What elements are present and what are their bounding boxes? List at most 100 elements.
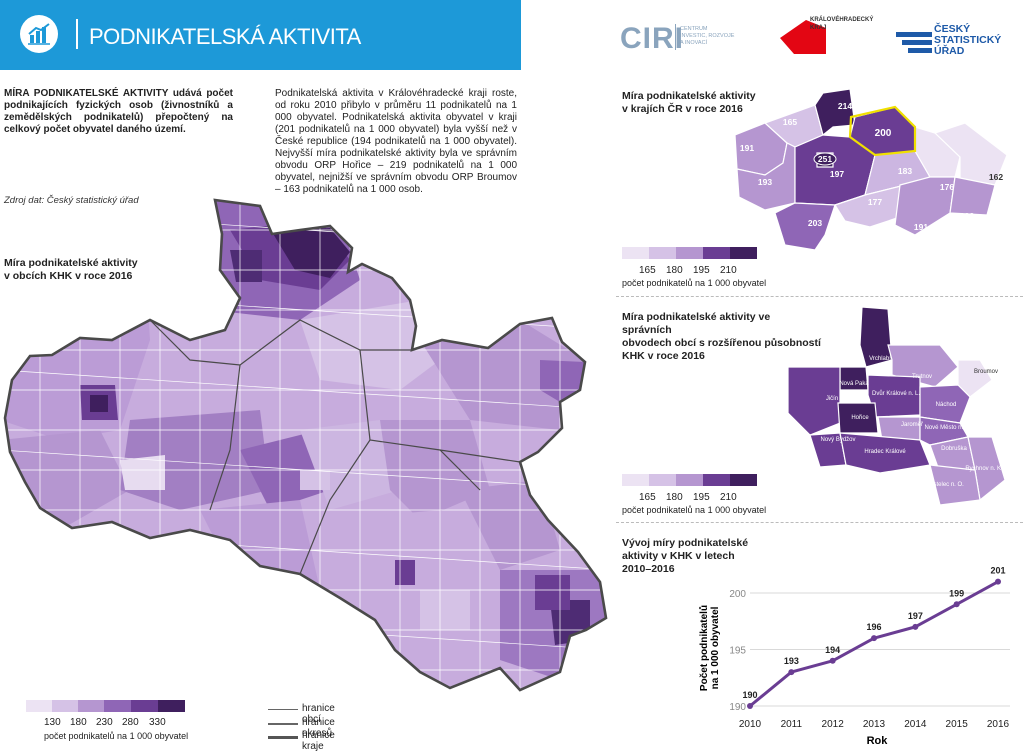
legend-label: 180 [666, 265, 683, 276]
municipality-line-sample [268, 709, 298, 710]
csu-logo-stripes [896, 32, 932, 53]
legend-unit: počet podnikatelů na 1 000 obyvatel [622, 278, 767, 288]
data-point [747, 703, 753, 709]
district-line-sample [268, 723, 298, 725]
csu-logo-text: ČESKÝ STATISTICKÝ ÚŘAD [934, 23, 1002, 57]
x-tick-label: 2011 [781, 719, 803, 730]
header-separator [76, 19, 78, 49]
main-map-title: Míra podnikatelské aktivity v obcích KHK… [4, 257, 138, 283]
data-point [829, 657, 836, 664]
legend-swatch [703, 474, 730, 486]
orp-kostelec [929, 464, 981, 506]
praha-marker [813, 152, 837, 166]
region-value-label: 193 [960, 211, 974, 221]
orp-map-title: Míra podnikatelské aktivity ve správních… [622, 311, 821, 363]
chart-icon [20, 15, 58, 53]
legend-swatch [52, 700, 78, 712]
legend-label: 280 [122, 717, 139, 728]
legend-label: 195 [693, 265, 710, 276]
x-tick-label: 2012 [822, 719, 845, 730]
legend-swatch [730, 247, 757, 259]
legend-swatch [622, 474, 649, 486]
legend-swatch [730, 474, 757, 486]
legend-label: 195 [693, 492, 710, 503]
chart-points [747, 578, 1001, 709]
orp-nachod [919, 384, 971, 424]
trend-line-chart[interactable]: 190 195 200 2010 2011 2012 2013 2014 2015 2016 1… [690, 560, 1023, 748]
region-value-label: 177 [868, 197, 882, 207]
orp-label: Broumov [974, 369, 998, 375]
orp-label: Nový Bydžov [820, 437, 855, 443]
svg-text:na 1 000 obyvatel: na 1 000 obyvatel [710, 606, 721, 689]
region-boundary [3, 198, 608, 692]
orp-jicin [787, 366, 841, 436]
legend-swatch [703, 247, 730, 259]
orp-label: Trutnov [912, 374, 932, 380]
orp-label: Kostelec n. O. [926, 482, 964, 488]
legend-swatch [622, 247, 649, 259]
data-label: 201 [990, 566, 1005, 576]
legend-swatch [78, 700, 104, 712]
data-label: 194 [825, 645, 840, 655]
legend-label: 165 [639, 492, 656, 503]
orp-label: Vrchlabí [869, 356, 891, 362]
municipality-map[interactable] [0, 190, 612, 702]
orp-label: Jaroměř [901, 422, 924, 428]
orp-label: Dobruška [941, 446, 967, 452]
orp-hradec-kralove [839, 432, 931, 474]
region-value-label: 200 [875, 128, 892, 139]
data-label: 193 [784, 656, 799, 666]
data-point [995, 578, 1001, 585]
header-banner [0, 0, 521, 70]
chart-y-ticks: 190 195 200 [729, 589, 746, 713]
x-axis-label: Rok [867, 735, 889, 747]
region-value-label: 165 [783, 117, 797, 127]
orp-label: Nové Město n. M. [924, 425, 971, 431]
data-point [871, 635, 877, 642]
x-tick-label: 2016 [987, 719, 1010, 730]
x-tick-label: 2013 [863, 719, 886, 730]
y-tick-label: 190 [729, 702, 746, 713]
orp-vrchlabi [859, 306, 893, 368]
orp-dvur-kralove [867, 374, 921, 418]
series-line [749, 580, 999, 708]
data-label: 196 [866, 622, 881, 632]
orp-label: Hořice [851, 415, 869, 421]
data-label: 199 [949, 588, 964, 598]
orp-label: Nová Paka [839, 381, 869, 387]
legend-swatch [676, 247, 703, 259]
ciri-logo-divider [675, 24, 676, 50]
legend-unit: počet podnikatelů na 1 000 obyvatel [44, 731, 189, 741]
x-tick-label: 2014 [904, 719, 927, 730]
khk-logo-shape [780, 20, 826, 54]
section-divider [616, 296, 1023, 297]
khk-logo[interactable]: KRÁLOVÉHRADECKÝ KRAJ [776, 16, 876, 58]
x-tick-label: 2010 [739, 719, 762, 730]
y-tick-label: 195 [729, 645, 746, 656]
legend-label: 130 [44, 717, 61, 728]
orp-rychnov [967, 436, 1006, 502]
orp-broumov [957, 359, 993, 398]
data-point [953, 601, 960, 608]
description-text: Podnikatelská aktivita v Královéhradecké… [275, 88, 517, 195]
data-point [788, 669, 795, 676]
boundary-label: hranice okresů [302, 717, 335, 739]
legend-unit: počet podnikatelů na 1 000 obyvatel [622, 505, 767, 515]
legend-swatch [26, 700, 52, 712]
cr-map-title: Míra podnikatelské aktivity v krajích ČR… [622, 90, 756, 116]
page-title: PODNIKATELSKÁ AKTIVITA [89, 24, 361, 49]
legend-label: 210 [720, 492, 737, 503]
cr-regions-map[interactable]: 214 165 200 191 251 183 197 193 176 162 … [725, 85, 1023, 265]
region-value-label: 191 [914, 222, 928, 232]
region-value-label: 183 [898, 166, 912, 176]
region-value-label: 203 [808, 218, 822, 228]
region-line-sample [268, 736, 298, 739]
orp-map[interactable]: Vrchlabí Broumov Trutnov Nová Paka Jičín… [780, 305, 1023, 510]
orp-label: Náchod [936, 402, 957, 408]
x-tick-label: 2015 [946, 719, 969, 730]
csu-logo[interactable]: ČESKÝ STATISTICKÝ ÚŘAD [896, 24, 1021, 60]
region-liberecky [814, 88, 856, 137]
khk-logo-text: KRÁLOVÉHRADECKÝ KRAJ [810, 17, 874, 31]
svg-text:Počet podnikatelů: Počet podnikatelů [698, 605, 710, 691]
region-value-label: 176 [940, 182, 954, 192]
